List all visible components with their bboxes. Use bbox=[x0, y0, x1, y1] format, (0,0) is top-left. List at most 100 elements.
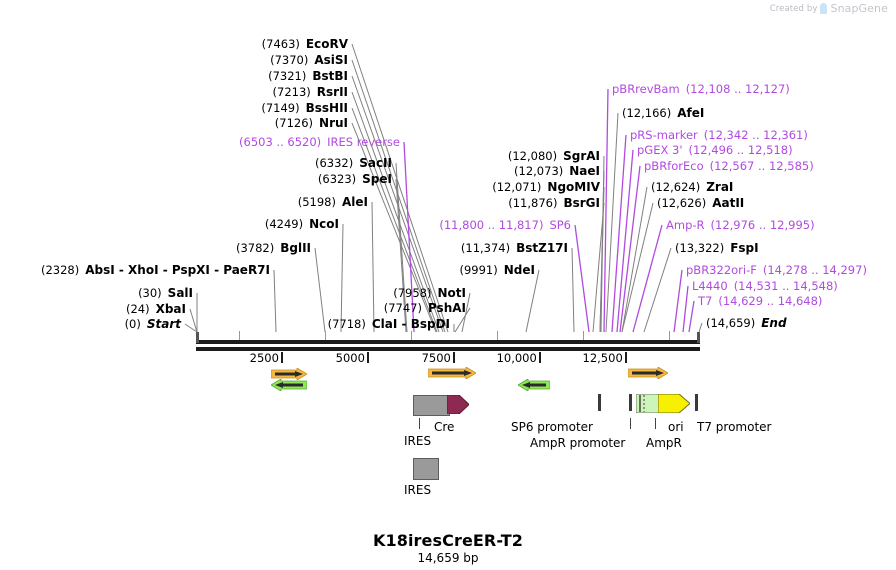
annotation-ecorv[interactable]: (7463) EcoRV bbox=[0, 35, 348, 51]
feature-label-t7-promoter[interactable]: T7 promoter bbox=[697, 420, 772, 434]
annotation-bstbi-position: (7321) bbox=[268, 69, 307, 83]
annotation-clai[interactable]: (7718) ClaI - BspDI bbox=[0, 315, 450, 331]
annotation-fspi[interactable]: (13,322) FspI bbox=[675, 239, 759, 255]
feature-label-cre[interactable]: Cre bbox=[434, 420, 455, 434]
annotation-sali-position: (30) bbox=[138, 286, 162, 300]
feature-label-ampr-promoter[interactable]: AmpR promoter bbox=[530, 436, 626, 450]
annotation-clai-name: ClaI - BspDI bbox=[371, 317, 450, 331]
feature-ires-connector bbox=[419, 418, 420, 429]
annotation-bsshii[interactable]: (7149) BssHII bbox=[0, 99, 348, 115]
annotation-pshai-name: PshAI bbox=[427, 301, 466, 315]
annotation-pshai-position: (7747) bbox=[383, 301, 422, 315]
ruler-tick-5000 bbox=[366, 352, 370, 363]
feature-t7-promoter-tick[interactable] bbox=[695, 394, 698, 411]
ruler-tick-7500 bbox=[452, 352, 456, 363]
annotation-afei-name: AfeI bbox=[677, 106, 705, 120]
annotation-noti[interactable]: (7958) NotI bbox=[0, 284, 466, 300]
annotation-bglii-name: BglII bbox=[280, 241, 311, 255]
annotation-nrui-name: NruI bbox=[319, 116, 348, 130]
annotation-pshai[interactable]: (7747) PshAI bbox=[0, 299, 466, 315]
annotation-pbrforeco[interactable]: pBRforEco (12,567 .. 12,585) bbox=[644, 157, 814, 173]
annotation-bstz17i[interactable]: (11,374) BstZ17I bbox=[0, 239, 568, 255]
ruler-tick-10,000 bbox=[538, 352, 542, 363]
annotation-asisi-position: (7370) bbox=[270, 53, 309, 67]
annotation-pgex3-name: pGEX 3' bbox=[637, 143, 683, 157]
ruler-tick-label-2500: 2500 bbox=[249, 351, 279, 365]
annotation-bglii[interactable]: (3782) BglII bbox=[0, 239, 311, 255]
annotation-sacii[interactable]: (6332) SacII bbox=[0, 154, 392, 170]
annotation-noti-position: (7958) bbox=[393, 286, 432, 300]
ruler-minor-tick bbox=[410, 331, 412, 340]
annotation-pbrforeco-position: (12,567 .. 12,585) bbox=[709, 159, 814, 173]
annotation-pbrforeco-name: pBRforEco bbox=[644, 159, 704, 173]
primer-arrow-orange-1[interactable] bbox=[270, 365, 308, 381]
annotation-naei[interactable]: (12,073) NaeI bbox=[0, 162, 600, 178]
annotation-rsrii[interactable]: (7213) RsrII bbox=[0, 83, 348, 99]
annotation-sp6[interactable]: (11,800 .. 11,817) SP6 bbox=[0, 216, 571, 232]
annotation-sgrai[interactable]: (12,080) SgrAI bbox=[0, 147, 600, 163]
annotation-bsrgi[interactable]: (11,876) BsrGI bbox=[0, 194, 600, 210]
annotation-asisi[interactable]: (7370) AsiSI bbox=[0, 51, 348, 67]
annotation-naei-position: (12,073) bbox=[514, 164, 564, 178]
feature-ori-arrow[interactable] bbox=[657, 393, 691, 414]
annotation-ngomiv-position: (12,071) bbox=[492, 180, 542, 194]
annotation-nrui[interactable]: (7126) NruI bbox=[0, 114, 348, 130]
annotation-ngomiv[interactable]: (12,071) NgoMIV bbox=[0, 178, 600, 194]
primer-arrow-green-2[interactable] bbox=[517, 376, 551, 392]
annotation-absi-name: AbsI - XhoI - PspXI - PaeR7I bbox=[85, 263, 270, 277]
feature-label-ires-1[interactable]: IRES bbox=[404, 434, 432, 448]
annotation-asisi-name: AsiSI bbox=[314, 53, 348, 67]
annotation-sp6-name: SP6 bbox=[549, 218, 571, 232]
watermark-brand: SnapGene bbox=[830, 2, 888, 15]
annotation-aatii[interactable]: (12,626) AatII bbox=[657, 194, 744, 210]
feature-ires-block-2[interactable] bbox=[413, 458, 439, 480]
annotation-rsrii-name: RsrII bbox=[316, 85, 348, 99]
feature-label-sp6-promoter[interactable]: SP6 promoter bbox=[511, 420, 593, 434]
annotation-l4440[interactable]: L4440 (14,531 .. 14,548) bbox=[692, 277, 838, 293]
annotation-bstbi[interactable]: (7321) BstBI bbox=[0, 67, 348, 83]
annotation-sacii-name: SacII bbox=[359, 156, 392, 170]
annotation-pbrrevbam[interactable]: pBRrevBam (12,108 .. 12,127) bbox=[612, 80, 790, 96]
annotation-ngomiv-name: NgoMIV bbox=[547, 180, 600, 194]
annotation-prsmarker[interactable]: pRS-marker (12,342 .. 12,361) bbox=[630, 126, 808, 142]
primer-arrow-orange-2[interactable] bbox=[427, 364, 477, 380]
annotation-ampr-p[interactable]: Amp-R (12,976 .. 12,995) bbox=[666, 216, 815, 232]
annotation-zrai[interactable]: (12,624) ZraI bbox=[651, 178, 733, 194]
feature-label-ires-2[interactable]: IRES bbox=[404, 483, 432, 497]
annotation-afei[interactable]: (12,166) AfeI bbox=[622, 104, 704, 120]
primer-arrow-green-1[interactable] bbox=[270, 376, 308, 392]
feature-ampr-connector bbox=[630, 418, 631, 429]
annotation-absi[interactable]: (2328) AbsI - XhoI - PspXI - PaeR7I bbox=[0, 261, 270, 277]
annotation-ires-rev[interactable]: (6503 .. 6520) IRES reverse bbox=[0, 133, 400, 149]
annotation-ndei[interactable]: (9991) NdeI bbox=[0, 261, 536, 277]
annotation-start[interactable]: (0) Start bbox=[0, 315, 181, 331]
annotation-prsmarker-position: (12,342 .. 12,361) bbox=[703, 128, 808, 142]
feature-ires-block[interactable] bbox=[413, 395, 450, 416]
feature-ampr-promoter-tick[interactable] bbox=[629, 394, 632, 411]
annotation-ncoi[interactable]: (4249) NcoI bbox=[0, 215, 339, 231]
feature-cre-arrow[interactable] bbox=[446, 394, 470, 415]
annotation-pbr322ori[interactable]: pBR322ori-F (14,278 .. 14,297) bbox=[686, 261, 867, 277]
annotation-end[interactable]: (14,659) End bbox=[706, 314, 787, 330]
feature-label-ampr[interactable]: AmpR bbox=[646, 436, 682, 450]
annotation-spei[interactable]: (6323) SpeI bbox=[0, 170, 392, 186]
annotation-xbai[interactable]: (24) XbaI bbox=[0, 300, 186, 316]
annotation-t7p-name: T7 bbox=[698, 294, 713, 308]
annotation-ecorv-name: EcoRV bbox=[305, 37, 348, 51]
sequence-bar-bottom-strand bbox=[196, 347, 700, 351]
annotation-alei[interactable]: (5198) AleI bbox=[0, 193, 368, 209]
annotation-l4440-position: (14,531 .. 14,548) bbox=[733, 279, 838, 293]
annotation-xbai-position: (24) bbox=[125, 302, 150, 316]
primer-arrow-orange-3[interactable] bbox=[627, 364, 669, 380]
annotation-naei-name: NaeI bbox=[569, 164, 600, 178]
ruler-tick-label-10,000: 10,000 bbox=[496, 351, 537, 365]
feature-label-ori[interactable]: ori bbox=[668, 420, 684, 434]
annotation-ndei-name: NdeI bbox=[503, 263, 535, 277]
sequence-bar[interactable] bbox=[196, 332, 700, 354]
annotation-pgex3[interactable]: pGEX 3' (12,496 .. 12,518) bbox=[637, 141, 793, 157]
annotation-sali[interactable]: (30) SalI bbox=[0, 284, 193, 300]
feature-sp6-promoter-tick[interactable] bbox=[598, 394, 601, 411]
ruler-minor-tick bbox=[238, 331, 240, 340]
annotation-alei-position: (5198) bbox=[297, 195, 336, 209]
annotation-t7p[interactable]: T7 (14,629 .. 14,648) bbox=[698, 292, 822, 308]
